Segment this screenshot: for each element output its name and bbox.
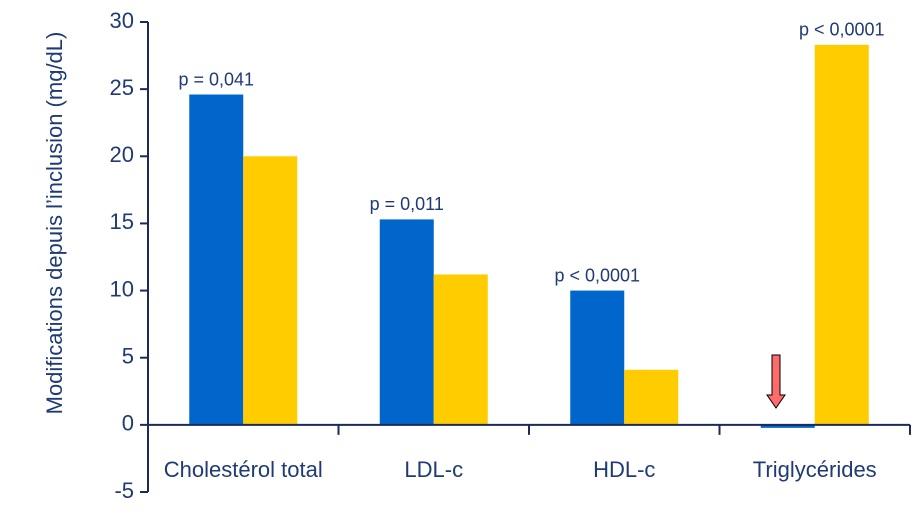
bar [570, 290, 625, 425]
annotation: p = 0,011 [370, 194, 444, 214]
x-tick-label: Triglycérides [752, 457, 877, 482]
x-tick-label: Cholestérol total [163, 457, 323, 482]
bar [189, 94, 244, 425]
x-tick-label: LDL-c [404, 457, 464, 482]
bar [243, 156, 298, 425]
y-tick-label: 15 [110, 209, 134, 234]
bar [814, 44, 869, 425]
bar [379, 219, 434, 425]
bar [624, 369, 679, 425]
y-tick-label: 5 [122, 344, 134, 369]
bar [433, 274, 488, 425]
y-axis-label: Modifications depuis l’inclusion (mg/dL) [42, 31, 67, 415]
bar [760, 424, 815, 428]
annotation: p = 0,041 [178, 69, 254, 89]
y-tick-label: 0 [122, 411, 134, 436]
y-tick-label: -5 [114, 478, 134, 503]
y-tick-label: 25 [110, 75, 134, 100]
y-tick-label: 10 [110, 276, 134, 301]
y-tick-label: 20 [110, 142, 134, 167]
arrow [766, 354, 786, 409]
x-tick-label: HDL-c [593, 457, 656, 482]
y-tick-label: 30 [110, 8, 134, 33]
annotation: p < 0,0001 [799, 20, 885, 40]
annotation: p < 0,0001 [554, 265, 640, 285]
